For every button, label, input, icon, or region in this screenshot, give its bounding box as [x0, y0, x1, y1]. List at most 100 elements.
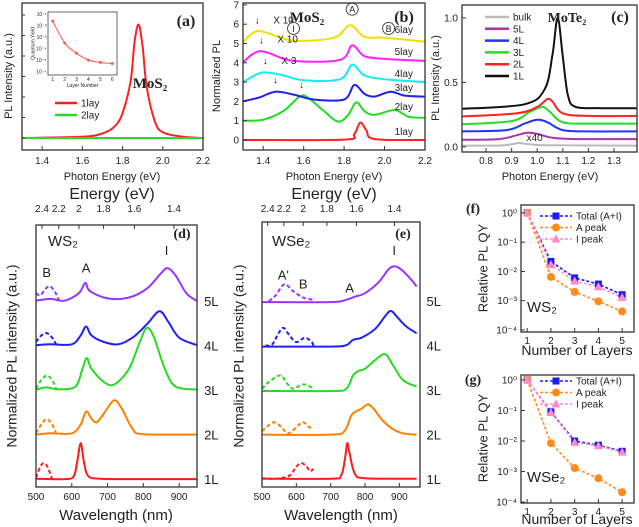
annotation: 5lay [395, 47, 413, 58]
x-axis-label: Wavelength (nm) [59, 507, 173, 524]
inset-y-tick-label: 10⁻² [37, 23, 47, 29]
y-axis-label: PL Intensity (a.u.) [430, 35, 442, 121]
y-tick-label: 5 [233, 39, 239, 50]
series-line-1l [262, 442, 417, 480]
data-point [522, 375, 532, 384]
material-label: WSe₂ [527, 469, 566, 486]
y-tick-label: 0.0 [444, 142, 458, 153]
inset-x-tick-label: 4 [87, 77, 90, 83]
series-line-1l [462, 16, 637, 110]
y-tick-label: 6 [233, 20, 239, 31]
inset-data-point [63, 41, 67, 45]
annotation: 1L [427, 472, 441, 487]
y-tick-label: 10⁻⁴ [496, 498, 517, 509]
y-tick-label: 10⁻³ [497, 296, 517, 307]
peak-label-circle [287, 21, 301, 35]
series-line-i-peak [526, 212, 623, 299]
annotation: 4lay [395, 69, 413, 80]
panel-b: 1.4 1.6 1.8 2.0 2.2 0 1 2 3 4 5 6 7 Photon Energy (eV… [211, 0, 432, 183]
annotation: 3L [204, 383, 218, 398]
legend-label: I peak [576, 235, 604, 246]
x-tick-label: 600 [288, 492, 305, 503]
top-x-tick-label: 2.2 [277, 204, 291, 215]
inset-data-point [110, 62, 114, 66]
x-tick-label: 800 [357, 492, 374, 503]
legend-marker [552, 388, 560, 397]
panel-label: (f) [466, 202, 480, 217]
series-group [262, 265, 418, 480]
series-line-3lay [243, 83, 425, 103]
inset-x-tick-label: 5 [99, 77, 102, 83]
inset-y-axis-label: Quantum Yield [30, 27, 36, 60]
annotation: x40 [527, 133, 544, 144]
series-group [22, 23, 203, 140]
data-point [546, 260, 556, 269]
y-tick-label: 0 [233, 135, 239, 146]
annotation: 4L [204, 338, 218, 353]
plot-frame [461, 4, 638, 153]
x-tick-label: 800 [135, 492, 152, 503]
material-label: MoTe₂ [548, 11, 587, 26]
x-tick-label: 1.6 [297, 156, 311, 167]
y-tick-label: 1 [233, 116, 239, 127]
inset-y-tick-label: 10⁻⁴ [36, 46, 46, 52]
series-line-5l [462, 131, 637, 141]
y-tick-label: 10⁻² [497, 267, 517, 278]
legend-label: Total (A+I) [576, 377, 622, 388]
top-x-tick-label: 1.8 [320, 204, 334, 215]
x-tick-label: 1.2 [581, 156, 595, 167]
annotation: 1lay [395, 127, 413, 138]
legend-label: I peak [576, 400, 604, 411]
data-point [617, 292, 627, 301]
energy-axis-label-a: Energy (eV) [69, 186, 154, 203]
inset-data-point [51, 19, 55, 23]
material-label: WSe₂ [272, 233, 311, 250]
y-tick-label: 4 [233, 58, 239, 69]
panel-label: (d) [173, 227, 190, 242]
series-group [462, 16, 637, 147]
data-point [570, 464, 579, 473]
panel-label: (g) [465, 373, 482, 388]
annotation: 6lay [395, 25, 413, 36]
material-label: WS₂ [48, 233, 78, 250]
panel-a: 1.4 1.6 1.8 2.0 2.2 Photon Energy (eV) PL Inte… [3, 2, 210, 183]
plot-frame [242, 2, 426, 151]
legend-label: 5L [513, 24, 525, 35]
plot-frame [520, 204, 635, 333]
series-line-1l [262, 462, 315, 480]
legend-label: 2L [513, 60, 525, 71]
y-axis-label: Relative PL QY [475, 393, 490, 482]
x-tick-label: 500 [254, 492, 271, 503]
series-line-2l [262, 403, 417, 436]
series-line-2l [462, 97, 637, 118]
annotation: X 10 [273, 15, 294, 26]
panel-label: (c) [611, 9, 629, 26]
series-line-5l [36, 285, 61, 302]
y-tick-label: 10⁻² [497, 436, 517, 447]
legend-label: 1L [513, 72, 525, 83]
y-axis-label: Normalized PL [211, 40, 223, 112]
x-axis-label: Number of Layers [521, 511, 632, 527]
legend-marker [552, 223, 560, 232]
annotation: 2lay [395, 102, 413, 113]
x-tick-label: 600 [63, 492, 80, 503]
arrow-down-icon: ↓ [255, 15, 260, 26]
annotation: X 10 [277, 35, 298, 46]
inset-y-tick-label: 10⁻⁵ [36, 58, 46, 64]
data-point [594, 297, 603, 306]
top-x-tick-label: 2.4 [261, 204, 275, 215]
x-tick-label: 2.2 [418, 156, 432, 167]
series-line-3l [462, 105, 637, 126]
series-line-2l [36, 417, 58, 436]
inset-x-axis-label: Layer Number [67, 83, 99, 89]
data-point [593, 441, 603, 450]
y-tick-label: 0.5 [444, 78, 458, 89]
y-axis-label: Relative PL QY [475, 223, 490, 312]
x-tick-label: 1 [524, 507, 530, 518]
series-line-1l [36, 442, 197, 481]
legend-marker [552, 212, 560, 220]
x-tick-label: 1.1 [556, 156, 570, 167]
x-tick-label: 1 [524, 336, 530, 347]
arrow-down-icon: ↓ [263, 56, 268, 67]
plot-frame [520, 374, 635, 504]
